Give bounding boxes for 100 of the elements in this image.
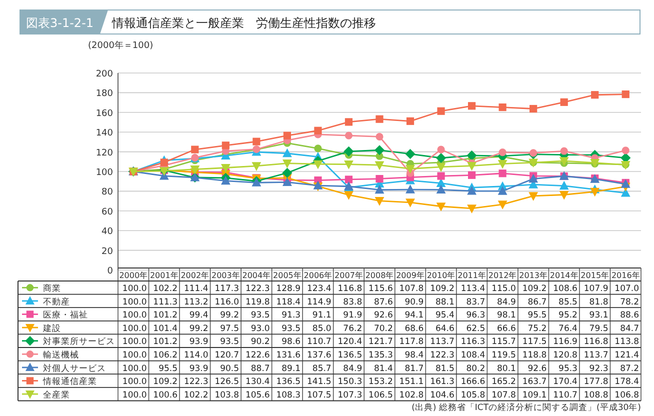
data-label: 100.6 [153, 390, 178, 400]
data-label: 115.0 [492, 284, 516, 294]
data-label: 122.6 [245, 350, 270, 360]
data-label: 84.7 [620, 324, 639, 334]
data-label: 151.1 [399, 377, 424, 388]
data-label: 83.7 [466, 297, 486, 308]
data-label: 137.6 [307, 350, 332, 360]
data-label: 88.7 [250, 364, 270, 374]
data-label: 81.4 [374, 364, 393, 374]
data-label: 85.5 [558, 297, 578, 308]
data-label: 75.2 [528, 324, 547, 334]
y-tick-label: 40 [102, 227, 114, 238]
legend-label: 対事業所サービス [43, 336, 115, 348]
data-label: 110.7 [307, 337, 332, 348]
data-label: 114.9 [307, 297, 332, 308]
data-label: 88.6 [620, 310, 639, 321]
data-label: 98.4 [404, 350, 424, 360]
data-label: 85.0 [312, 324, 332, 334]
text: (出典) 総務省「ICTの経済分析に関する調査」(平成30年) [412, 402, 641, 413]
data-label: 118.8 [522, 350, 547, 360]
legend-label: 建設 [42, 322, 61, 334]
data-label: 117.5 [522, 337, 547, 348]
data-label: 106.5 [368, 390, 393, 400]
data-label: 84.9 [497, 297, 516, 308]
legend-label: 医療・福祉 [43, 310, 88, 321]
data-label: 117.3 [214, 284, 240, 294]
x-tick-label: 2006年 [304, 271, 332, 280]
data-label: 109.2 [430, 284, 454, 294]
x-tick-label: 2004年 [242, 271, 271, 280]
x-tick-label: 2002年 [180, 271, 210, 280]
data-label: 90.5 [220, 364, 240, 374]
data-label: 113.2 [184, 297, 208, 308]
data-label: 98.6 [282, 337, 301, 348]
x-tick-label: 2001年 [150, 271, 178, 280]
data-label: 107.3 [338, 390, 362, 400]
data-label: 163.7 [522, 377, 547, 388]
x-tick-label: 2015年 [580, 271, 610, 280]
data-label: 122.3 [184, 377, 208, 388]
data-label: 95.3 [558, 364, 578, 374]
data-label: 91.1 [312, 310, 332, 321]
data-label: 107.9 [584, 284, 608, 294]
data-label: 108.3 [276, 390, 301, 400]
y-tick-label: 60 [102, 207, 114, 218]
data-label: 97.5 [220, 324, 240, 334]
data-label: 86.7 [528, 297, 547, 308]
data-label: 85.7 [312, 364, 332, 374]
data-label: 166.6 [460, 377, 486, 388]
data-label: 107.8 [492, 390, 516, 400]
legend-label: 商業 [43, 282, 61, 294]
data-label: 92.6 [528, 364, 547, 374]
data-label: 89.1 [282, 364, 301, 374]
x-tick-label: 2014年 [550, 271, 578, 280]
data-label: 121.7 [368, 337, 393, 348]
data-label: 88.1 [435, 297, 454, 308]
data-label: 81.7 [404, 364, 424, 374]
x-tick-label: 2010年 [426, 271, 456, 280]
data-label: 107.8 [399, 284, 424, 294]
data-label: 100.0 [122, 377, 147, 388]
y-tick-label: 0 [107, 266, 114, 276]
data-label: 113.7 [430, 337, 454, 348]
data-label: 100.0 [122, 324, 147, 334]
data-label: 123.4 [307, 284, 332, 294]
data-label: 105.6 [245, 390, 270, 400]
data-label: 130.4 [245, 377, 270, 388]
data-label: 136.5 [276, 377, 301, 388]
data-label: 93.9 [189, 337, 208, 348]
data-label: 131.6 [276, 350, 301, 360]
data-label: 101.2 [153, 310, 178, 321]
data-label: 99.2 [189, 324, 208, 334]
data-label: 116.8 [338, 284, 362, 294]
data-label: 119.5 [492, 350, 516, 360]
legend-label: 対個人サービス [43, 362, 106, 374]
data-label: 111.3 [153, 297, 178, 308]
data-label: 115.6 [368, 284, 393, 294]
x-tick-label: 2003年 [211, 271, 240, 280]
data-label: 101.2 [153, 337, 178, 348]
data-label: 102.8 [399, 390, 424, 400]
data-label: 177.8 [584, 377, 608, 388]
legend-label: 情報通信産業 [42, 376, 97, 388]
legend-label: 輸送機械 [43, 349, 79, 360]
data-label: 95.2 [558, 310, 578, 321]
data-label: 114.0 [184, 350, 208, 360]
data-label: 78.2 [620, 297, 639, 308]
data-label: 76.2 [343, 324, 362, 334]
data-label: 80.1 [497, 364, 516, 374]
data-label: 115.7 [492, 337, 516, 348]
data-label: 94.1 [404, 310, 424, 321]
y-tick-label: 100 [96, 168, 114, 178]
x-tick-label: 2012年 [488, 271, 517, 280]
data-label: 105.8 [460, 390, 486, 400]
data-label: 93.1 [589, 310, 608, 321]
data-label: 95.5 [158, 364, 178, 374]
data-label: 92.6 [374, 310, 393, 321]
legend-label: 全産業 [43, 389, 70, 400]
data-label: 64.6 [435, 324, 454, 334]
data-label: 113.7 [584, 350, 608, 360]
data-label: 106.8 [614, 390, 639, 400]
data-label: 83.8 [343, 297, 362, 308]
y-axis-title: (2000年＝100) [88, 40, 154, 51]
data-label: 93.5 [282, 324, 301, 334]
